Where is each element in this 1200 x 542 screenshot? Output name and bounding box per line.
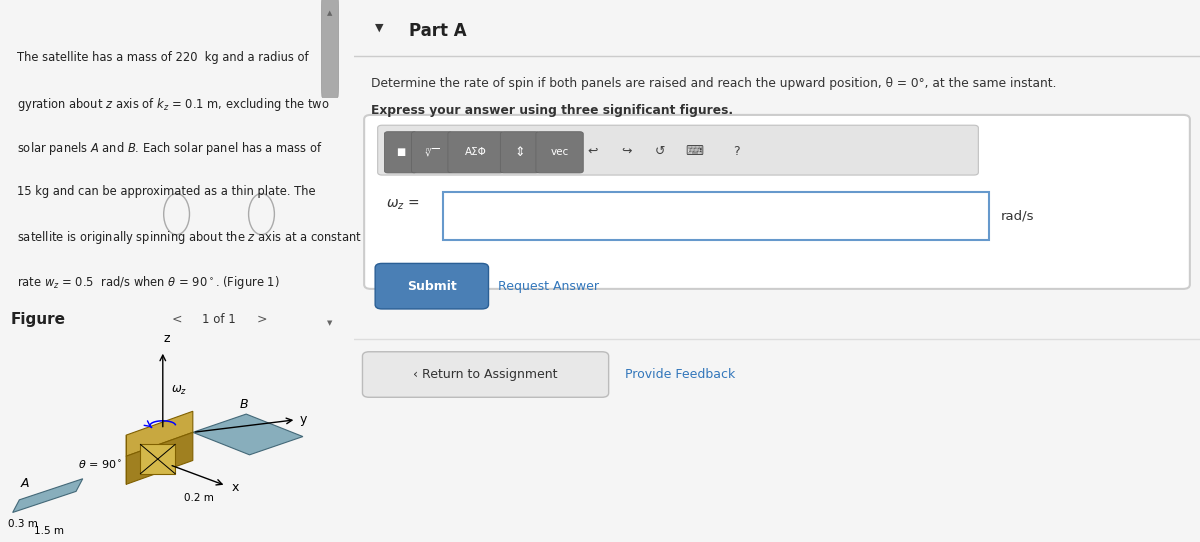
FancyBboxPatch shape [448, 132, 504, 173]
FancyBboxPatch shape [412, 132, 452, 173]
FancyBboxPatch shape [364, 115, 1190, 289]
Text: Figure: Figure [10, 312, 65, 327]
Text: $\omega_z$ =: $\omega_z$ = [386, 198, 420, 212]
Bar [443, 192, 989, 240]
Polygon shape [193, 414, 302, 455]
Text: solar panels $A$ and $B$. Each solar panel has a mass of: solar panels $A$ and $B$. Each solar pan… [17, 140, 323, 157]
Text: >: > [257, 313, 266, 326]
Text: vec: vec [551, 147, 569, 157]
Text: ↩: ↩ [587, 145, 598, 158]
Text: 0.3 m: 0.3 m [7, 519, 37, 528]
Text: ▲: ▲ [328, 10, 332, 16]
FancyBboxPatch shape [378, 125, 978, 175]
Text: 1 of 1: 1 of 1 [202, 313, 236, 326]
Text: A: A [22, 477, 30, 490]
Text: rad/s: rad/s [1001, 209, 1034, 222]
Text: ⇕: ⇕ [515, 146, 526, 159]
Text: The satellite has a mass of 220  kg and a radius of: The satellite has a mass of 220 kg and a… [17, 51, 308, 64]
Polygon shape [140, 444, 175, 474]
Text: y: y [300, 413, 307, 426]
Text: gyration about $z$ axis of $k_z$ = 0.1 m, excluding the two: gyration about $z$ axis of $k_z$ = 0.1 m… [17, 96, 329, 113]
Text: 0.2 m: 0.2 m [185, 493, 215, 503]
FancyBboxPatch shape [322, 0, 338, 98]
Text: $\sqrt[n]{\ }$: $\sqrt[n]{\ }$ [425, 146, 439, 159]
Text: ‹ Return to Assignment: ‹ Return to Assignment [413, 368, 557, 381]
Text: ?: ? [733, 145, 739, 158]
Text: $\theta$ = 90$^\circ$: $\theta$ = 90$^\circ$ [78, 459, 122, 471]
Text: rate $w_z$ = 0.5  rad/s when $\theta$ = 90$^\circ$. (Figure 1): rate $w_z$ = 0.5 rad/s when $\theta$ = 9… [17, 274, 280, 291]
Polygon shape [126, 411, 193, 456]
Text: <: < [172, 313, 182, 326]
Text: x: x [232, 481, 239, 494]
Text: z: z [163, 332, 170, 345]
FancyBboxPatch shape [362, 352, 608, 397]
Text: B: B [240, 398, 248, 411]
Text: Request Answer: Request Answer [498, 280, 599, 293]
Text: AΣΦ: AΣΦ [464, 147, 487, 157]
Text: ⌨: ⌨ [685, 145, 703, 158]
Text: Submit: Submit [407, 280, 457, 293]
Text: ↺: ↺ [655, 145, 666, 158]
Text: 1.5 m: 1.5 m [35, 526, 65, 535]
Text: Part A: Part A [409, 22, 467, 40]
Polygon shape [13, 479, 83, 513]
FancyBboxPatch shape [500, 132, 539, 173]
Text: ■: ■ [396, 147, 406, 157]
Text: 15 kg and can be approximated as a thin plate. The: 15 kg and can be approximated as a thin … [17, 185, 316, 198]
FancyBboxPatch shape [384, 132, 416, 173]
FancyBboxPatch shape [536, 132, 583, 173]
Text: Determine the rate of spin if both panels are raised and reach the upward positi: Determine the rate of spin if both panel… [371, 77, 1056, 90]
Text: Provide Feedback: Provide Feedback [625, 368, 734, 381]
Text: satellite is originally spinning about the $z$ axis at a constant: satellite is originally spinning about t… [17, 229, 362, 246]
Text: $\omega_z$: $\omega_z$ [172, 384, 187, 397]
Polygon shape [126, 433, 193, 485]
Text: ▼: ▼ [328, 320, 332, 326]
Text: Express your answer using three significant figures.: Express your answer using three signific… [371, 104, 733, 117]
Text: ↪: ↪ [622, 145, 631, 158]
FancyBboxPatch shape [376, 263, 488, 309]
Text: ▼: ▼ [376, 23, 384, 33]
